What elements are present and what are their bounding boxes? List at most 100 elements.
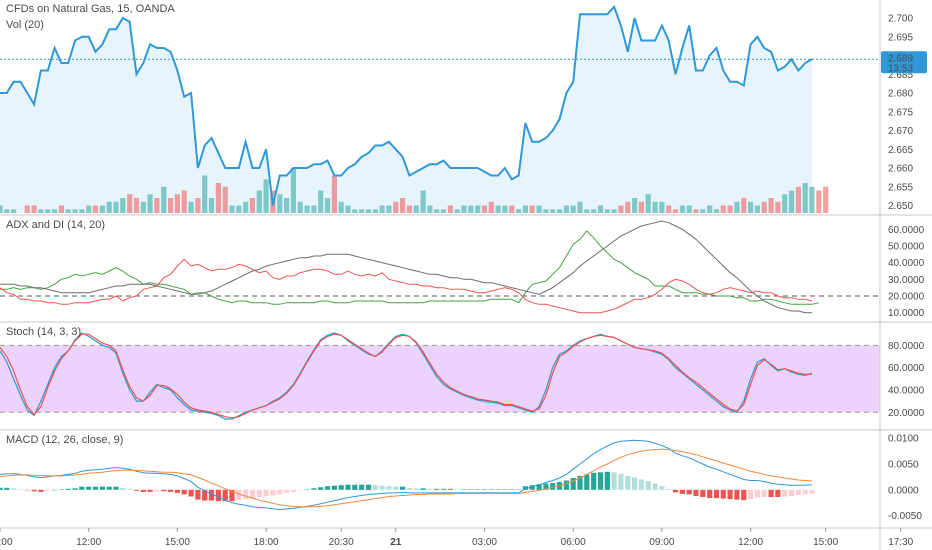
macd-histogram-bar — [236, 489, 242, 501]
volume-bar — [516, 209, 522, 214]
time-tick-label: 18:00 — [254, 537, 279, 548]
volume-bar — [529, 205, 535, 213]
macd-histogram-bar — [754, 489, 760, 498]
macd-histogram-bar — [584, 474, 590, 490]
time-tick-label: 09:00 — [0, 537, 13, 548]
volume-bar — [365, 209, 372, 214]
price-line — [0, 4, 813, 206]
adx-pane[interactable] — [0, 220, 880, 314]
macd-histogram-bar — [174, 489, 180, 493]
macd-histogram-bar — [365, 484, 372, 490]
volume-bar — [127, 194, 133, 214]
volume-title: Vol (20) — [6, 19, 44, 31]
macd-histogram-bar — [782, 489, 788, 497]
macd-histogram-bar — [86, 486, 92, 490]
macd-histogram-bar — [106, 486, 112, 490]
volume-bar — [481, 205, 488, 213]
volume-bar — [461, 205, 467, 213]
volume-bar — [761, 201, 767, 214]
volume-bar — [454, 209, 460, 214]
volume-bar — [318, 190, 324, 213]
macd-histogram-bar — [127, 488, 133, 490]
stoch-d-line — [0, 333, 812, 419]
macd-histogram-bar — [318, 487, 324, 490]
volume-bar — [229, 205, 235, 213]
macd-histogram-bar — [577, 475, 583, 490]
volume-bar — [181, 190, 187, 213]
volume-bar — [666, 205, 672, 213]
macd-histogram-bar — [488, 489, 494, 490]
time-tick-label: 15:00 — [165, 537, 190, 548]
volume-bar — [522, 205, 528, 213]
macd-histogram-bar — [502, 489, 508, 490]
volume-bar — [591, 209, 597, 214]
price-tick-label: 2.695 — [888, 32, 913, 43]
stoch-tick-label: 80.0000 — [888, 341, 925, 352]
macd-histogram-bar — [181, 489, 187, 495]
macd-tick-label: 0.0000 — [888, 485, 919, 496]
macd-signal-line — [0, 448, 813, 508]
macd-pane[interactable] — [0, 439, 815, 511]
macd-histogram-bar — [420, 488, 426, 490]
volume-bar — [823, 186, 829, 214]
price-tick-label: 2.675 — [888, 107, 913, 118]
macd-histogram-bar — [270, 489, 276, 496]
di-plus-line — [0, 230, 819, 305]
macd-histogram-bar — [304, 489, 310, 490]
price-tick-label: 2.685 — [888, 70, 913, 81]
macd-histogram-bar — [154, 489, 160, 492]
volume-bar — [597, 205, 604, 213]
macd-histogram-bar — [113, 486, 119, 490]
price-pane[interactable] — [0, 4, 880, 214]
macd-histogram-bar — [79, 486, 85, 490]
volume-bar — [570, 205, 576, 213]
last-price-badge: 2.689 13:53 — [881, 51, 927, 74]
macd-histogram-bar — [645, 481, 651, 490]
volume-bar — [393, 201, 399, 214]
time-tick-label: 12:00 — [738, 537, 763, 548]
macd-histogram-bar — [741, 489, 747, 501]
macd-histogram-bar — [563, 480, 569, 490]
volume-bar — [434, 209, 440, 214]
macd-histogram-bar — [795, 489, 801, 495]
macd-histogram-bar — [748, 489, 754, 500]
macd-histogram-bar — [481, 489, 488, 490]
volume-bar — [379, 205, 385, 213]
volume-bar — [215, 183, 221, 213]
volume-bar — [106, 201, 112, 214]
volume-bar — [563, 205, 569, 213]
volume-bar — [754, 205, 760, 213]
macd-histogram-bar — [92, 486, 99, 490]
macd-histogram-bar — [11, 488, 17, 490]
macd-histogram-bar — [679, 489, 685, 494]
stoch-pane[interactable] — [0, 332, 880, 420]
volume-bar — [734, 201, 740, 214]
volume-bar — [331, 175, 337, 213]
volume-bar — [741, 198, 747, 213]
macd-histogram-bar — [0, 487, 3, 490]
time-tick-label: 17:30 — [888, 537, 913, 548]
macd-histogram-bar — [666, 488, 672, 490]
macd-histogram-bar — [297, 489, 303, 491]
volume-bar — [795, 186, 801, 214]
volume-bar — [543, 209, 549, 214]
volume-bar — [297, 201, 303, 214]
macd-histogram-bar — [359, 484, 365, 490]
macd-histogram-bar — [802, 489, 808, 495]
macd-histogram-bar — [700, 489, 706, 497]
adx-tick-label: 50.0000 — [888, 242, 925, 253]
volume-bar — [645, 194, 651, 214]
macd-histogram-bar — [229, 489, 235, 502]
volume-bar — [161, 186, 167, 214]
volume-bar — [618, 205, 624, 213]
volume-bar — [427, 205, 433, 213]
macd-histogram-bar — [195, 489, 201, 500]
adx-tick-label: 30.0000 — [888, 275, 925, 286]
macd-histogram-bar — [215, 489, 221, 502]
volume-bar — [99, 205, 105, 213]
volume-bar — [502, 205, 508, 213]
volume-bar — [236, 205, 242, 213]
volume-bar — [386, 205, 392, 213]
macd-histogram-bar — [222, 489, 228, 502]
